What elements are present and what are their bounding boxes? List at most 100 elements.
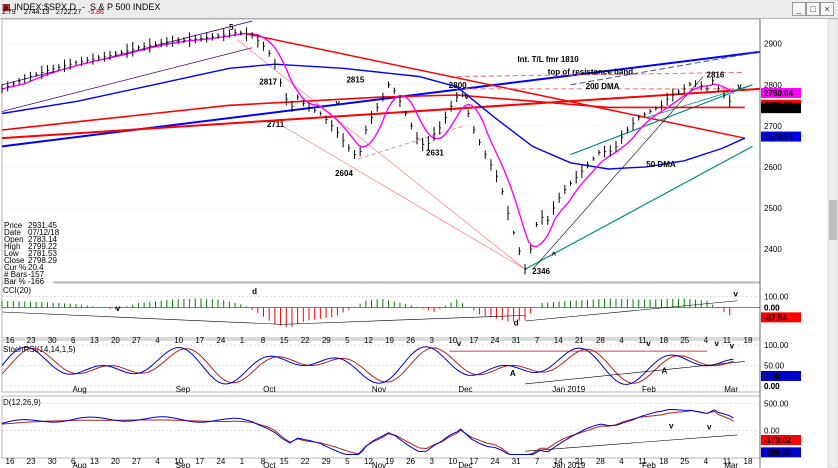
x-day-label-bottom-12: 8 [261, 457, 266, 466]
ma-short-pink-line [1, 32, 734, 248]
annotation-resistance-band: top of resistance band [548, 67, 633, 76]
cci-title: CCI(20) [3, 286, 31, 295]
scrollbar-thumb[interactable] [829, 200, 837, 240]
x-day-label-bottom-1: 23 [27, 457, 36, 466]
teal-channel-lower [524, 145, 753, 270]
wave-label-0: 5 [229, 23, 234, 32]
x-month-label-mid-6: Feb [642, 385, 656, 394]
x-day-label-mid-15: 29 [322, 336, 331, 345]
x-day-label-mid-33: 4 [704, 336, 709, 345]
price-bars [1, 27, 732, 275]
symbol-separator: - [82, 2, 85, 12]
x-day-label-mid-5: 20 [111, 336, 120, 345]
macd-signal-line [1, 410, 734, 455]
close-button[interactable]: × [820, 2, 834, 16]
x-day-label-bottom-31: 18 [659, 457, 668, 466]
x-day-label-mid-23: 24 [491, 336, 500, 345]
price-marker-0: v [464, 92, 469, 101]
symbol-label: INDEX:$SPX.D [14, 2, 77, 12]
x-month-label-bottom-5: Jan 2019 [552, 461, 585, 468]
data-box [3, 220, 53, 284]
macd-marker-0: v [669, 421, 674, 430]
x-day-label-mid-18: 19 [385, 336, 394, 345]
macd-value-tag-1 [761, 447, 801, 458]
cci-marker-0: d [252, 287, 257, 296]
x-day-label-mid-34: 11 [723, 336, 732, 345]
data-box-value-3: 2799.22 [28, 242, 57, 251]
x-day-label-mid-30: 11 [638, 336, 647, 345]
data-box-label-5: Close [4, 256, 25, 265]
data-box-label-2: Open [4, 235, 24, 244]
cci-value-tag-1 [761, 312, 801, 323]
stochrsi-value-tag-text-0: 0.00 [764, 382, 780, 391]
x-day-label-bottom-2: 30 [48, 457, 57, 466]
x-day-label-bottom-22: 17 [469, 457, 478, 466]
macd-value-tag-0 [761, 434, 801, 445]
price-marker-3: ^ [552, 250, 557, 259]
price-axis-tick-5: 2900 [764, 40, 782, 49]
price-value-tag-0 [761, 87, 801, 98]
data-box-label-4: Low [4, 249, 19, 258]
x-day-label-mid-14: 22 [301, 336, 310, 345]
price-value-tag-3 [761, 131, 801, 142]
stochrsi-axis-tick-2: 100.00 [764, 341, 789, 350]
wave-label-3: 2800 [449, 81, 467, 90]
x-day-label-mid-4: 13 [90, 336, 99, 345]
x-day-label-bottom-34: 11 [723, 457, 732, 466]
macd-value-tag-text-1: -290.83 [764, 448, 792, 457]
data-box-value-5: 2798.29 [28, 256, 57, 265]
wave-label-4: 2816 [707, 70, 725, 79]
x-day-label-mid-35: 18 [744, 336, 753, 345]
x-day-label-bottom-19: 26 [406, 457, 415, 466]
minimize-button[interactable]: _ [792, 2, 806, 16]
x-day-label-mid-24: 31 [512, 336, 521, 345]
stochrsi-value-tag-text-1: 0.00 [764, 372, 780, 381]
price-marker-1: v [336, 98, 341, 107]
x-day-label-bottom-23: 24 [491, 457, 500, 466]
stochrsi-axis-tick-0: 0.00 [764, 382, 780, 391]
teal-channel-upper [570, 84, 753, 156]
red-long-trendline [1, 87, 761, 140]
annotation-int-trendline: Int. T/L fmr 1810 [517, 55, 579, 64]
data-box-label-7: # Bars [4, 270, 27, 279]
x-day-label-mid-32: 25 [680, 336, 689, 345]
macd-panel [1, 395, 761, 459]
wave-label-5: 2711 [267, 120, 285, 129]
index-name: S & P 500 INDEX [90, 2, 161, 12]
x-month-label-bottom-2: Oct [263, 461, 276, 468]
x-day-label-mid-29: 4 [619, 336, 624, 345]
vertical-scrollbar[interactable] [827, 18, 838, 468]
x-day-label-mid-8: 10 [174, 336, 183, 345]
x-month-label-bottom-6: Feb [642, 461, 656, 468]
title-bar[interactable]: ▣ INDEX:$SPX.D - S & P 500 INDEX 2.79 27… [0, 0, 838, 19]
x-day-label-bottom-11: 1 [240, 457, 245, 466]
annotation-50-dma: 50 DMA [646, 160, 676, 169]
price-panel [1, 18, 761, 283]
macd-value-tag-text-0: -173.02 [764, 436, 792, 445]
x-day-label-bottom-25: 7 [535, 457, 540, 466]
minor-channel-line [646, 84, 753, 119]
wave-label-7: 2631 [426, 149, 444, 158]
x-day-label-mid-10: 24 [216, 336, 225, 345]
x-day-label-bottom-33: 4 [704, 457, 709, 466]
data-box-label-3: High [4, 242, 20, 251]
x-day-label-mid-17: 12 [364, 336, 373, 345]
price-marker-2: v [737, 82, 742, 91]
long-term-trendline [1, 50, 761, 148]
x-day-label-bottom-29: 4 [619, 457, 624, 466]
rally-trendline [532, 76, 704, 270]
wave-label-6: 2604 [335, 169, 353, 178]
x-day-label-mid-16: 5 [345, 336, 350, 345]
x-month-label-bottom-7: Mar [724, 461, 738, 468]
x-day-label-mid-9: 17 [195, 336, 204, 345]
maximize-button[interactable]: □ [806, 2, 820, 16]
x-month-label-mid-1: Sep [176, 385, 191, 394]
x-month-label-mid-3: Nov [372, 385, 386, 394]
x-day-label-bottom-16: 5 [345, 457, 350, 466]
x-day-label-bottom-10: 24 [216, 457, 225, 466]
x-day-label-mid-20: 3 [429, 336, 434, 345]
x-day-label-mid-1: 23 [27, 336, 36, 345]
x-day-label-bottom-5: 20 [111, 457, 120, 466]
quote-low: 2722.27 [56, 9, 82, 16]
